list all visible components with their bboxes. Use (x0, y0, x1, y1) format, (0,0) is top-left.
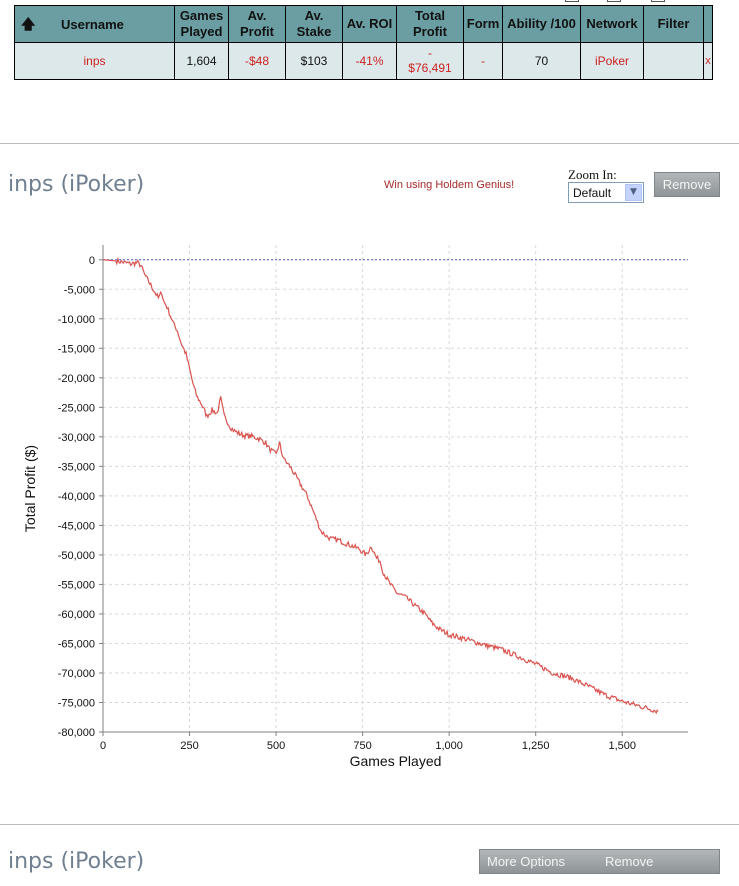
column-header-remove (703, 5, 713, 43)
y-tick-label: -10,000 (58, 314, 95, 326)
profit-series-line (103, 256, 659, 715)
remove-graph-button[interactable]: Remove (654, 172, 720, 197)
y-tick-label: -25,000 (58, 402, 95, 414)
y-tick-label: -15,000 (58, 343, 95, 355)
ability-cell: 70 (502, 42, 581, 80)
y-tick-label: -50,000 (58, 550, 95, 562)
x-tick-label: 1,000 (435, 740, 463, 752)
column-header-ability[interactable]: Ability /100 (502, 5, 581, 43)
x-tick-label: 1,250 (522, 740, 550, 752)
username-link[interactable]: inps (14, 42, 175, 80)
y-tick-label: -5,000 (64, 284, 95, 296)
y-tick-label: -55,000 (58, 579, 95, 591)
y-tick-label: -80,000 (58, 727, 95, 739)
total-profit-cell: - $76,491 (396, 42, 464, 80)
y-tick-label: -70,000 (58, 668, 95, 680)
options-bar: More Options Remove (479, 849, 720, 874)
player-graph-title-2: inps (iPoker) (8, 849, 145, 874)
games-played-cell: 1,604 (174, 42, 229, 80)
x-axis-label: Games Played (350, 753, 442, 769)
plot-area (103, 245, 688, 732)
section-divider (0, 824, 739, 825)
column-header-av-profit[interactable]: Av. Profit (228, 5, 286, 43)
column-header-av-roi[interactable]: Av. ROI (342, 5, 397, 43)
network-cell: iPoker (580, 42, 644, 80)
y-tick-label: -40,000 (58, 491, 95, 503)
y-tick-label: -60,000 (58, 609, 95, 621)
y-tick-label: -35,000 (58, 461, 95, 473)
filter-cell[interactable] (643, 42, 704, 80)
x-tick-label: 0 (100, 740, 106, 752)
table-header-row: 🡅 Username Games Played Av. Profit Av. Stake… (14, 5, 713, 43)
y-axis-label: Total Profit ($) (22, 445, 38, 532)
more-options-button[interactable]: More Options (487, 854, 566, 869)
y-tick-label: -30,000 (58, 432, 95, 444)
sort-up-icon[interactable]: 🡅 (21, 15, 36, 32)
y-tick-label: -20,000 (58, 373, 95, 385)
av-stake-cell: $103 (285, 42, 343, 80)
column-header-av-stake[interactable]: Av. Stake (285, 5, 343, 43)
column-header-games-played[interactable]: Games Played (174, 5, 229, 43)
table-row: inps 1,604 -$48 $103 -41% - $76,491 - 70 … (14, 42, 713, 80)
remove-graph-button-2[interactable]: Remove (605, 854, 654, 869)
section-divider (0, 143, 739, 144)
x-tick-label: 250 (180, 740, 198, 752)
x-tick-label: 500 (267, 740, 285, 752)
zoom-select[interactable]: Default ▼ (568, 182, 644, 203)
column-header-total-profit[interactable]: Total Profit (396, 5, 464, 43)
player-graph-title: inps (iPoker) (8, 172, 145, 197)
y-tick-label: 0 (89, 255, 95, 267)
chevron-down-icon[interactable]: ▼ (625, 184, 642, 201)
y-tick-label: -45,000 (58, 520, 95, 532)
zoom-selected-value: Default (573, 186, 612, 200)
holdem-genius-link[interactable]: Win using Holdem Genius! (384, 179, 515, 191)
profit-chart: 0 -5,000 -10,000 -15,000 -20,000 -25,000 -30,0… (22, 245, 688, 769)
x-tick-label: 750 (353, 740, 371, 752)
av-roi-cell: -41% (342, 42, 397, 80)
column-header-filter[interactable]: Filter (643, 5, 704, 43)
zoom-label: Zoom In: (568, 167, 617, 182)
player-stats-table: 🡅 Username Games Played Av. Profit Av. Stake… (14, 5, 713, 80)
y-tick-label: -75,000 (58, 697, 95, 709)
x-tick-label: 1,500 (608, 740, 636, 752)
column-header-form[interactable]: Form (463, 5, 503, 43)
remove-row-button[interactable]: x (703, 42, 713, 80)
y-tick-label: -65,000 (58, 638, 95, 650)
column-header-username[interactable]: 🡅 Username (14, 5, 175, 43)
av-profit-cell: -$48 (228, 42, 286, 80)
column-header-network[interactable]: Network (580, 5, 644, 43)
toolbar-icons (565, 0, 725, 4)
form-cell: - (463, 42, 503, 80)
